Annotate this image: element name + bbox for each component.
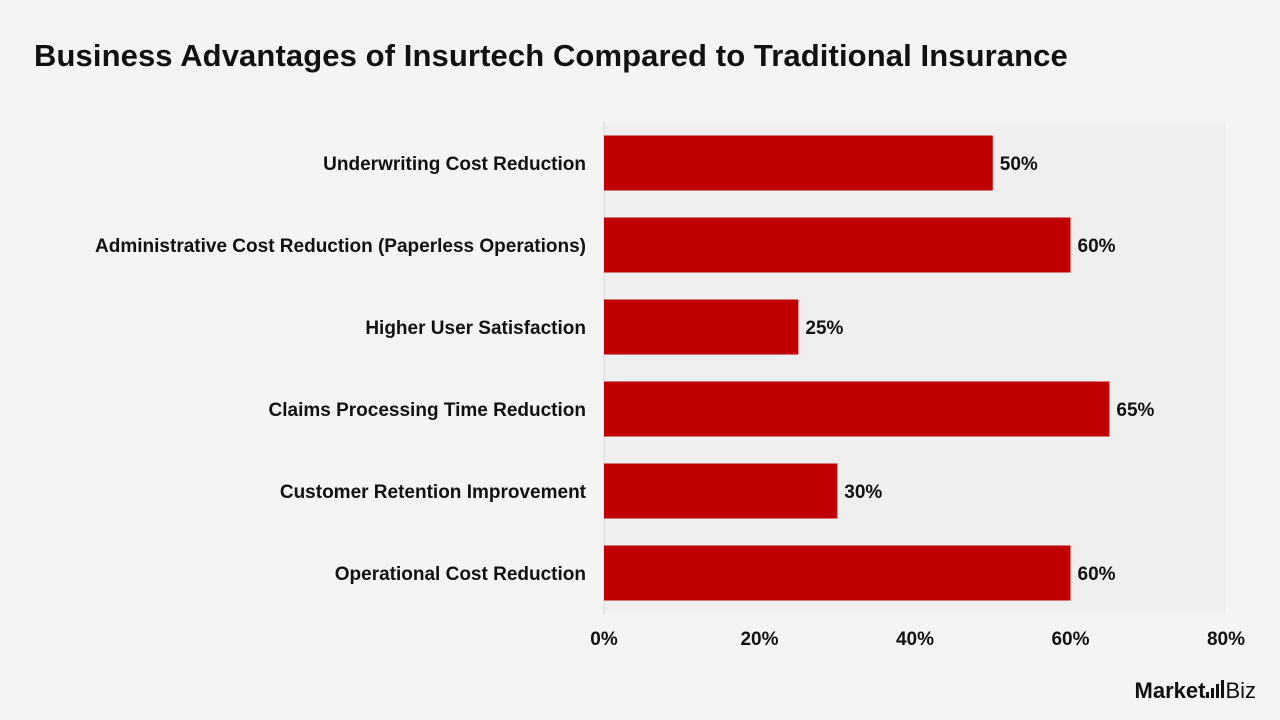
bar	[604, 463, 838, 519]
data-label: 50%	[1000, 154, 1038, 175]
x-tick-label: 80%	[1207, 629, 1245, 650]
category-label: Underwriting Cost Reduction	[323, 154, 586, 175]
logo-bars-icon	[1206, 680, 1225, 698]
bar	[604, 381, 1110, 437]
x-tick-label: 20%	[740, 629, 778, 650]
plot-area	[604, 122, 1226, 614]
category-label: Administrative Cost Reduction (Paperless…	[95, 236, 586, 257]
category-label: Operational Cost Reduction	[335, 564, 586, 585]
category-label: Claims Processing Time Reduction	[269, 400, 586, 421]
data-label: 25%	[805, 318, 843, 339]
data-label: 65%	[1116, 400, 1154, 421]
data-label: 60%	[1078, 564, 1116, 585]
x-tick-label: 60%	[1051, 629, 1089, 650]
x-tick-label: 0%	[590, 629, 618, 650]
bar	[604, 217, 1071, 273]
category-label: Higher User Satisfaction	[365, 318, 586, 339]
bar	[604, 545, 1071, 601]
bar	[604, 299, 799, 355]
x-tick-label: 40%	[896, 629, 934, 650]
data-label: 60%	[1078, 236, 1116, 257]
logo-text-market: Market	[1134, 678, 1206, 703]
logo-text-biz: Biz	[1225, 678, 1256, 703]
bar	[604, 135, 993, 191]
chart-title: Business Advantages of Insurtech Compare…	[34, 38, 1068, 73]
data-label: 30%	[844, 482, 882, 503]
brand-logo: Market Biz	[1135, 678, 1256, 704]
category-label: Customer Retention Improvement	[280, 482, 587, 503]
